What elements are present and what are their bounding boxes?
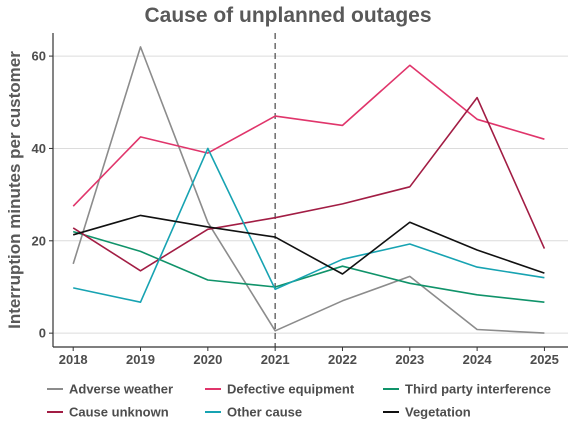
chart-title: Cause of unplanned outages	[144, 4, 431, 27]
x-tick-label: 2024	[463, 352, 493, 367]
series-line-vegetation	[72, 214, 545, 275]
series-line-defective-equipment	[72, 64, 545, 207]
legend-label-defective-equipment: Defective equipment	[227, 382, 355, 397]
legend-label-other-cause: Other cause	[227, 405, 302, 420]
legend: Adverse weather Defective equipment Third …	[47, 382, 551, 420]
x-tick-label: 2019	[126, 352, 155, 367]
series-layer	[72, 46, 546, 334]
legend-label-adverse-weather: Adverse weather	[69, 382, 173, 397]
y-tick-label: 40	[32, 141, 46, 156]
legend-label-cause-unknown: Cause unknown	[69, 405, 169, 420]
series-line-adverse-weather	[72, 46, 545, 334]
x-tick-label: 2023	[395, 352, 424, 367]
x-tick-label: 2022	[328, 352, 357, 367]
x-tick-label: 2025	[530, 352, 559, 367]
y-tick-label: 20	[32, 233, 46, 248]
series-line-cause-unknown	[72, 96, 546, 272]
x-tick-label: 2021	[261, 352, 290, 367]
y-tick-label: 0	[39, 326, 46, 341]
y-tick-label: 60	[32, 49, 46, 64]
legend-label-vegetation: Vegetation	[405, 405, 471, 420]
grid-layer	[53, 55, 568, 334]
x-tick-label: 2018	[59, 352, 88, 367]
series-line-other-cause	[73, 147, 545, 304]
series-line-third-party-interference	[72, 230, 545, 303]
axis-layer: 0 20 40 60 2018 2019 2020 2021 2022 2023 2024 2025	[32, 33, 568, 367]
legend-label-third-party-interference: Third party interference	[405, 382, 551, 397]
x-tick-label: 2020	[193, 352, 222, 367]
y-axis-label: Interruption minutes per customer	[5, 51, 24, 329]
